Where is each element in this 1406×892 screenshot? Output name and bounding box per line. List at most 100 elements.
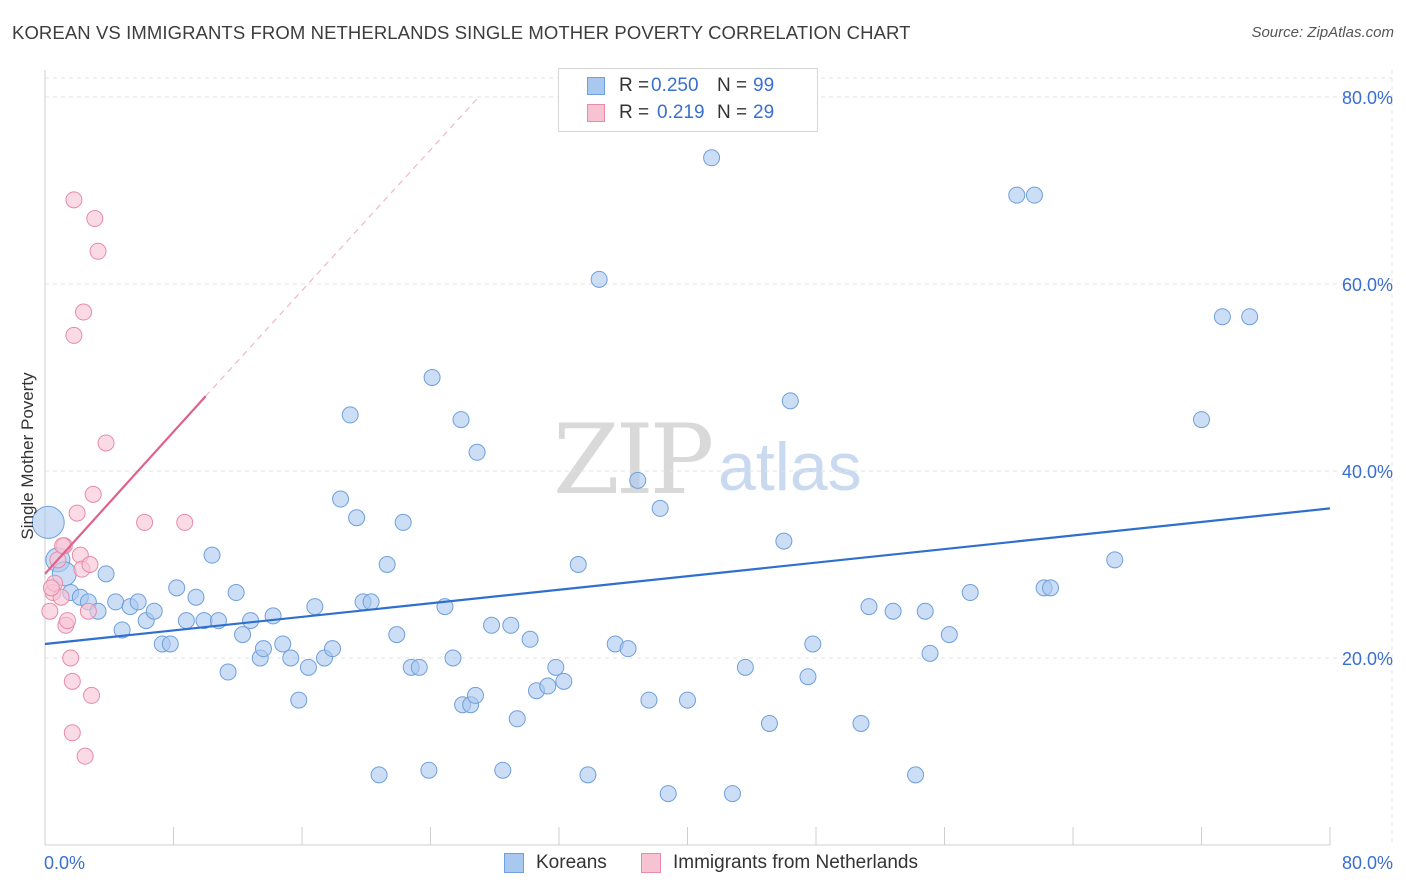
source-label: Source: ZipAtlas.com xyxy=(1251,24,1394,41)
y-tick-label: 60.0% xyxy=(1342,275,1393,295)
point-netherlands xyxy=(41,602,59,620)
point-koreans xyxy=(940,626,958,644)
point-netherlands xyxy=(63,672,81,690)
point-koreans xyxy=(659,785,677,803)
point-koreans xyxy=(129,593,147,611)
point-koreans xyxy=(1042,579,1060,597)
point-koreans xyxy=(736,658,754,676)
point-netherlands xyxy=(79,602,97,620)
point-koreans xyxy=(370,766,388,784)
point-koreans xyxy=(332,490,350,508)
point-netherlands xyxy=(65,326,83,344)
point-koreans xyxy=(799,668,817,686)
point-koreans xyxy=(161,635,179,653)
bottom-legend-koreans: Koreans xyxy=(504,852,607,874)
point-koreans xyxy=(1106,551,1124,569)
point-koreans xyxy=(569,556,587,573)
point-koreans xyxy=(234,626,252,644)
point-netherlands xyxy=(54,537,72,555)
point-koreans xyxy=(299,658,317,676)
legend-swatch-koreans xyxy=(587,77,605,95)
point-koreans xyxy=(555,672,573,690)
point-koreans xyxy=(547,658,565,676)
point-koreans xyxy=(679,691,696,709)
point-netherlands xyxy=(65,191,83,209)
point-netherlands xyxy=(176,513,194,531)
legend-swatch-netherlands xyxy=(587,104,605,122)
point-koreans xyxy=(860,598,878,616)
point-koreans xyxy=(177,612,195,630)
point-koreans xyxy=(1213,308,1231,326)
bottom-legend-label-koreans: Koreans xyxy=(536,852,607,873)
bottom-legend-label-netherlands: Immigrants from Netherlands xyxy=(673,852,918,873)
bottom-legend-netherlands: Immigrants from Netherlands xyxy=(641,852,918,874)
point-koreans xyxy=(539,677,557,695)
point-koreans xyxy=(521,630,539,648)
point-netherlands xyxy=(76,747,94,765)
point-koreans xyxy=(203,546,221,564)
point-koreans xyxy=(219,663,237,681)
point-koreans xyxy=(781,392,799,410)
point-koreans xyxy=(378,556,396,573)
point-koreans xyxy=(394,513,412,531)
point-koreans xyxy=(282,649,300,667)
x-tick-label: 0.0% xyxy=(44,853,85,873)
point-koreans xyxy=(651,499,669,517)
point-netherlands xyxy=(84,485,102,503)
point-koreans xyxy=(423,369,441,386)
point-koreans xyxy=(420,761,438,779)
point-koreans xyxy=(227,584,245,602)
point-koreans xyxy=(168,579,186,597)
point-netherlands xyxy=(83,686,101,704)
watermark-atlas: atlas xyxy=(718,429,862,505)
legend-n-value: 99 xyxy=(753,75,775,96)
point-koreans xyxy=(907,766,925,784)
point-koreans xyxy=(145,602,163,620)
point-netherlands xyxy=(86,210,104,228)
point-koreans xyxy=(1025,186,1043,204)
point-koreans xyxy=(640,691,658,709)
point-netherlands xyxy=(42,579,60,597)
legend-n-label: N = xyxy=(717,102,748,123)
legend-row-koreans: R = 0.250 N = 99 xyxy=(587,73,774,99)
point-koreans xyxy=(502,616,520,634)
point-netherlands xyxy=(75,303,93,321)
legend-r-label: R = xyxy=(619,75,650,96)
legend-row-netherlands: R = 0.219 N = 29 xyxy=(587,100,774,126)
point-koreans xyxy=(97,565,115,583)
x-tick-label: 80.0% xyxy=(1342,853,1393,873)
point-koreans xyxy=(590,270,608,288)
point-koreans xyxy=(452,411,470,429)
point-koreans xyxy=(410,658,428,676)
point-koreans xyxy=(760,714,778,732)
point-koreans xyxy=(961,584,979,602)
point-koreans xyxy=(775,532,793,550)
point-koreans xyxy=(341,406,359,424)
point-koreans xyxy=(884,602,902,620)
point-koreans xyxy=(187,588,205,606)
legend-r-value: 0.219 xyxy=(657,102,705,123)
point-koreans xyxy=(444,649,462,667)
point-koreans xyxy=(466,686,484,704)
legend-r-label: R = xyxy=(619,102,650,123)
point-netherlands xyxy=(97,434,115,452)
point-koreans xyxy=(274,635,292,653)
legend-n-label: N = xyxy=(717,75,748,96)
y-tick-label: 80.0% xyxy=(1342,88,1393,108)
point-koreans xyxy=(324,640,342,658)
point-koreans xyxy=(494,761,512,779)
trendline-netherlands-extension xyxy=(205,96,480,397)
point-koreans xyxy=(468,443,486,461)
point-koreans xyxy=(306,598,324,616)
point-koreans xyxy=(107,593,125,611)
trendline-netherlands xyxy=(44,395,207,575)
point-koreans xyxy=(579,766,597,784)
point-koreans xyxy=(362,593,380,611)
legend-r-value: 0.250 xyxy=(651,75,699,96)
trendline-koreans xyxy=(44,507,1331,646)
y-tick-label: 20.0% xyxy=(1342,649,1393,669)
point-netherlands xyxy=(63,724,81,742)
point-koreans xyxy=(921,644,939,662)
point-koreans xyxy=(703,149,721,167)
